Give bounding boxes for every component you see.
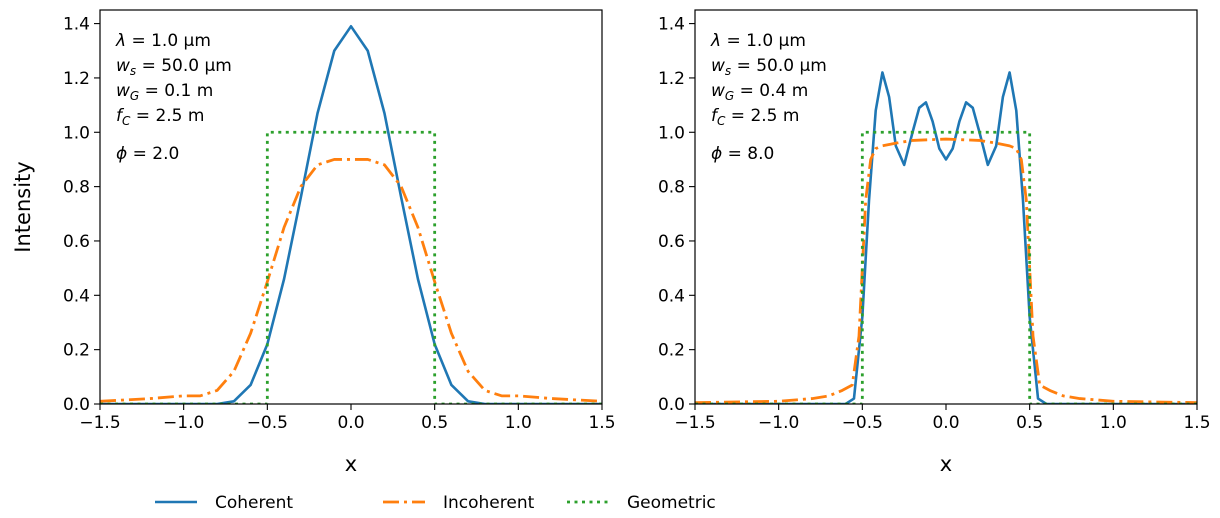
x-tick-label: 0.5 xyxy=(1016,413,1043,433)
x-tick-label: 0.0 xyxy=(337,413,364,433)
annotation-text: λ = 1.0 μm xyxy=(115,31,211,51)
y-tick-label: 0.4 xyxy=(63,286,90,306)
y-tick-label: 0.6 xyxy=(658,232,685,252)
series-line-incoherent xyxy=(695,137,1197,404)
x-tick-label: −1.5 xyxy=(674,413,715,433)
x-tick-label: −1.0 xyxy=(163,413,204,433)
legend-label: Coherent xyxy=(215,493,293,513)
annotation-text: ϕ = 2.0 xyxy=(116,144,179,164)
annotation-text: wG = 0.1 m xyxy=(116,81,213,103)
legend-label: Incoherent xyxy=(443,493,535,513)
x-tick-label: −0.5 xyxy=(842,413,883,433)
y-tick-label: 0.2 xyxy=(658,341,685,361)
legend: Coherent Incoherent Geometric xyxy=(155,493,716,513)
series-line-coherent xyxy=(695,71,1197,404)
y-tick-label: 0.0 xyxy=(63,395,90,415)
x-axis-label: x xyxy=(345,452,357,476)
annotation-text: fC = 2.5 m xyxy=(711,106,799,128)
x-tick-label: −0.5 xyxy=(247,413,288,433)
annotation-text: wG = 0.4 m xyxy=(711,81,808,103)
x-tick-label: −1.0 xyxy=(758,413,799,433)
y-tick-label: 0.4 xyxy=(658,286,685,306)
y-tick-label: 1.2 xyxy=(658,69,685,89)
y-tick-label: 1.4 xyxy=(658,15,685,35)
chart-panel-2: −1.5 −1.0 −0.5 0.0 0.5 1.0 1.5 0.0 0.2 0.4 0.6 0.8 1… xyxy=(658,9,1211,476)
y-tick-label: 1.0 xyxy=(63,123,90,143)
legend-item-geometric: Geometric xyxy=(567,493,716,513)
y-axis-label: Intensity xyxy=(11,161,35,252)
annotation-text: λ = 1.0 μm xyxy=(710,31,806,51)
series-line-geometric xyxy=(100,130,602,404)
annotation-text: ws = 50.0 μm xyxy=(711,56,827,78)
y-tick-label: 1.4 xyxy=(63,15,90,35)
y-tick-label: 0.8 xyxy=(658,178,685,198)
x-tick-label: −1.5 xyxy=(79,413,120,433)
legend-item-coherent: Coherent xyxy=(155,493,293,513)
x-tick-label: 0.5 xyxy=(421,413,448,433)
annotation-text: fC = 2.5 m xyxy=(116,106,204,128)
x-tick-label: 1.0 xyxy=(505,413,532,433)
x-tick-label: 1.5 xyxy=(588,413,615,433)
series-line-geometric xyxy=(695,130,1197,404)
y-tick-label: 0.6 xyxy=(63,232,90,252)
x-tick-label: 0.0 xyxy=(932,413,959,433)
chart-panel-1: −1.5 −1.0 −0.5 0.0 0.5 1.0 1.5 0.0 0.2 0.4 0.6 0.8 1… xyxy=(11,9,616,476)
x-tick-label: 1.0 xyxy=(1100,413,1127,433)
annotation-text: ws = 50.0 μm xyxy=(116,56,232,78)
x-axis-label: x xyxy=(940,452,952,476)
y-tick-label: 0.0 xyxy=(658,395,685,415)
annotation-text: ϕ = 8.0 xyxy=(711,144,774,164)
y-tick-label: 1.2 xyxy=(63,69,90,89)
legend-label: Geometric xyxy=(627,493,716,513)
legend-item-incoherent: Incoherent xyxy=(383,493,535,513)
y-tick-label: 0.2 xyxy=(63,341,90,361)
y-tick-label: 0.8 xyxy=(63,178,90,198)
y-tick-label: 1.0 xyxy=(658,123,685,143)
series-line-coherent xyxy=(100,25,602,404)
series-line-incoherent xyxy=(100,158,602,403)
x-tick-label: 1.5 xyxy=(1183,413,1210,433)
